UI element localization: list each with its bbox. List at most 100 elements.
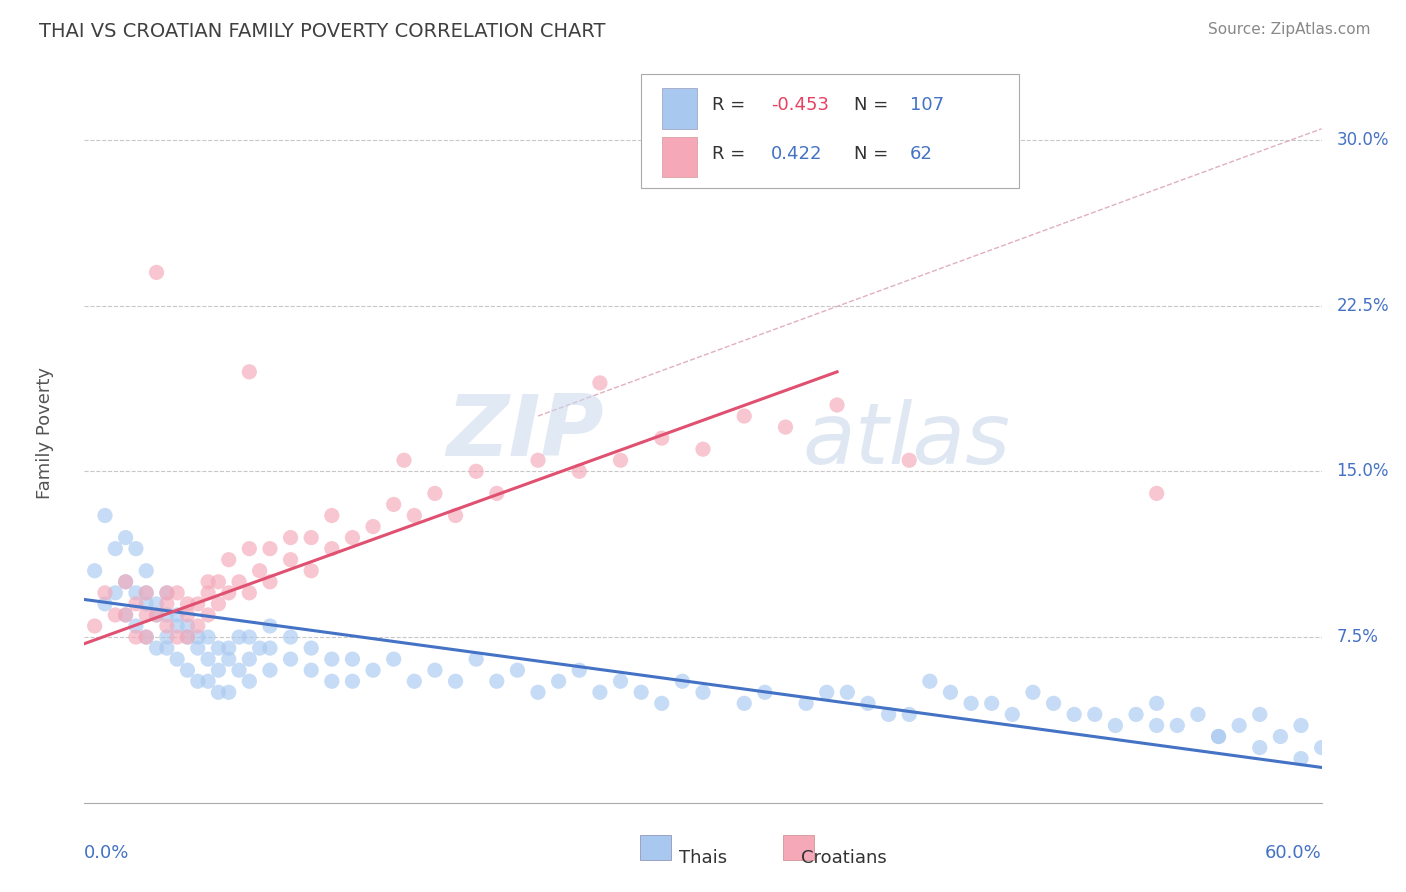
Point xyxy=(568,464,591,478)
Point xyxy=(218,652,240,666)
Point xyxy=(176,663,198,677)
Point xyxy=(342,531,364,545)
Point xyxy=(207,685,229,699)
Point xyxy=(321,508,343,523)
Point xyxy=(609,674,631,689)
Point xyxy=(156,619,179,633)
Text: N =: N = xyxy=(853,96,894,114)
Point xyxy=(392,453,415,467)
Point xyxy=(135,586,157,600)
Point xyxy=(1146,697,1168,711)
Point xyxy=(187,597,209,611)
Point xyxy=(1146,718,1168,732)
Point xyxy=(135,564,157,578)
Point xyxy=(754,685,776,699)
Point xyxy=(485,486,508,500)
Point xyxy=(114,531,136,545)
Point xyxy=(382,498,405,512)
Point xyxy=(249,641,271,656)
Point xyxy=(898,453,921,467)
Text: 107: 107 xyxy=(910,96,943,114)
Text: 7.5%: 7.5% xyxy=(1337,628,1378,646)
Point xyxy=(176,597,198,611)
FancyBboxPatch shape xyxy=(662,136,697,178)
Point xyxy=(1270,730,1292,744)
Point xyxy=(156,641,179,656)
Point xyxy=(1289,718,1312,732)
Point xyxy=(156,630,179,644)
Point xyxy=(299,531,322,545)
Point xyxy=(145,641,167,656)
Point xyxy=(228,630,250,644)
Point xyxy=(589,685,612,699)
Point xyxy=(83,619,105,633)
Point xyxy=(83,564,105,578)
Point xyxy=(527,685,550,699)
Point xyxy=(135,597,157,611)
Point xyxy=(960,697,983,711)
Point xyxy=(361,663,384,677)
Point xyxy=(187,641,209,656)
Point xyxy=(1125,707,1147,722)
Point xyxy=(825,398,848,412)
Point xyxy=(918,674,941,689)
Text: Family Poverty: Family Poverty xyxy=(35,367,53,499)
Text: Croatians: Croatians xyxy=(801,849,886,867)
Point xyxy=(259,619,281,633)
Point xyxy=(197,630,219,644)
Text: 30.0%: 30.0% xyxy=(1337,131,1389,149)
Point xyxy=(187,674,209,689)
Point xyxy=(207,663,229,677)
Point xyxy=(114,607,136,622)
Point xyxy=(692,442,714,457)
Point xyxy=(218,641,240,656)
Point xyxy=(166,619,188,633)
Point xyxy=(238,630,260,644)
Point xyxy=(259,541,281,556)
Text: 15.0%: 15.0% xyxy=(1337,462,1389,480)
Point xyxy=(145,607,167,622)
Point xyxy=(114,607,136,622)
Text: atlas: atlas xyxy=(801,399,1010,482)
Point xyxy=(609,453,631,467)
Point xyxy=(321,652,343,666)
Point xyxy=(671,674,693,689)
Point xyxy=(238,586,260,600)
Point xyxy=(145,265,167,279)
Point xyxy=(238,652,260,666)
Point xyxy=(280,552,302,566)
Point xyxy=(856,697,879,711)
Point xyxy=(589,376,612,390)
Bar xyxy=(640,835,671,860)
Point xyxy=(259,641,281,656)
Point xyxy=(299,641,322,656)
Point xyxy=(444,508,467,523)
Point xyxy=(259,574,281,589)
Text: R =: R = xyxy=(711,145,751,162)
Point xyxy=(197,574,219,589)
Point xyxy=(125,630,148,644)
Point xyxy=(125,619,148,633)
Point xyxy=(187,630,209,644)
Point xyxy=(259,663,281,677)
Point xyxy=(135,586,157,600)
Point xyxy=(692,685,714,699)
Point xyxy=(1084,707,1107,722)
Point xyxy=(651,431,673,445)
Point xyxy=(321,674,343,689)
Point xyxy=(815,685,838,699)
Point xyxy=(280,652,302,666)
Point xyxy=(104,586,127,600)
Point xyxy=(135,607,157,622)
Point xyxy=(135,630,157,644)
Point xyxy=(1146,486,1168,500)
Point xyxy=(423,486,446,500)
Point xyxy=(342,652,364,666)
Text: 0.422: 0.422 xyxy=(770,145,823,162)
Point xyxy=(321,541,343,556)
Point xyxy=(166,586,188,600)
Point xyxy=(342,674,364,689)
Text: 62: 62 xyxy=(910,145,932,162)
Text: N =: N = xyxy=(853,145,894,162)
Point xyxy=(197,652,219,666)
